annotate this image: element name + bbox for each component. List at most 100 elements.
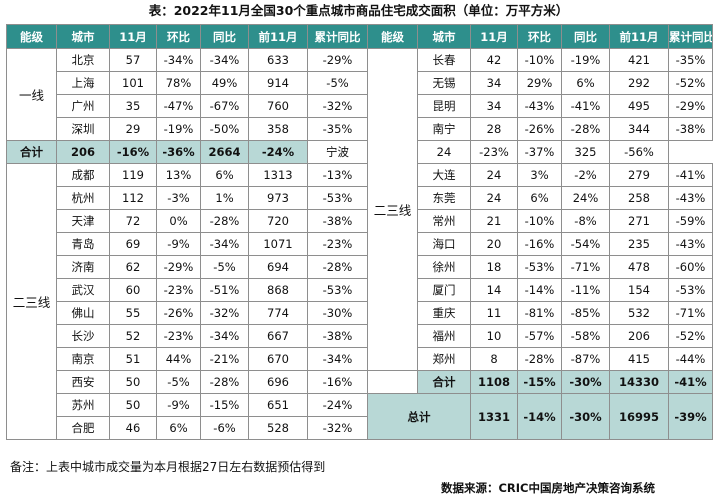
- ytd-volume-cell: 720: [248, 209, 308, 233]
- yoy-cell: -2%: [561, 163, 610, 187]
- city-cell: 南京: [56, 347, 110, 371]
- ytd-yoy-cell: -5%: [307, 71, 368, 95]
- city-cell: 青岛: [56, 232, 110, 256]
- volume-cell: 50: [109, 370, 157, 394]
- volume-cell: 51: [109, 347, 157, 371]
- yoy-cell: -11%: [561, 278, 610, 302]
- ytd-volume-cell: 344: [609, 117, 669, 141]
- ytd-yoy-cell: -38%: [307, 209, 368, 233]
- yoy-cell: -37%: [517, 140, 562, 164]
- yoy-cell: -28%: [561, 117, 610, 141]
- city-cell: 重庆: [417, 301, 471, 325]
- ytd-volume-cell: 696: [248, 370, 308, 394]
- table-row: 长沙 52 -23% -34% 667 -38% 福州 10 -57% -58% 206 -52%: [7, 324, 713, 348]
- volume-cell: 29: [109, 117, 157, 141]
- mom-cell: -9%: [156, 393, 201, 417]
- ytd-volume-cell: 358: [248, 117, 308, 141]
- volume-cell: 21: [470, 209, 518, 233]
- table-row: 青岛 69 -9% -34% 1071 -23% 海口 20 -16% -54% 235 -43%: [7, 232, 713, 256]
- ytd-volume-cell: 292: [609, 71, 669, 95]
- volume-cell: 24: [417, 140, 471, 164]
- mom-cell: -26%: [156, 301, 201, 325]
- ytd-volume-cell: 154: [609, 278, 669, 302]
- mom-cell: -53%: [517, 255, 562, 279]
- volume-cell: 101: [109, 71, 157, 95]
- ytd-yoy-cell: -32%: [307, 416, 368, 440]
- ytd-volume-cell: 16995: [609, 393, 669, 440]
- volume-cell: 112: [109, 186, 157, 210]
- yoy-cell: -5%: [200, 255, 249, 279]
- tier-label-tier23-right: 二三线: [367, 48, 418, 371]
- tier1-total-label: 合计: [6, 140, 57, 164]
- ytd-yoy-cell: -29%: [307, 48, 368, 72]
- volume-cell: 24: [470, 186, 518, 210]
- city-cell: 南宁: [417, 117, 471, 141]
- ytd-volume-cell: 279: [609, 163, 669, 187]
- city-cell: 长春: [417, 48, 471, 72]
- volume-cell: 57: [109, 48, 157, 72]
- yoy-cell: -34%: [200, 232, 249, 256]
- ytd-yoy-cell: -71%: [668, 301, 713, 325]
- ytd-volume-cell: 528: [248, 416, 308, 440]
- volume-cell: 55: [109, 301, 157, 325]
- ytd-volume-cell: 914: [248, 71, 308, 95]
- table-row: 苏州 50 -9% -15% 651 -24% 总计 1331 -14% -30% 16995 -39…: [7, 393, 713, 440]
- tier-label-tier23-left: 二三线: [6, 163, 57, 440]
- yoy-cell: -41%: [561, 94, 610, 118]
- city-cell: 佛山: [56, 301, 110, 325]
- column-header: 累计同比: [668, 24, 713, 49]
- city-cell: 徐州: [417, 255, 471, 279]
- ytd-yoy-cell: -24%: [307, 393, 368, 417]
- table-row: 深圳 29 -19% -50% 358 -35% 南宁 28 -26% -28% 344 -38%: [7, 117, 713, 141]
- ytd-yoy-cell: -41%: [668, 163, 713, 187]
- yoy-cell: -51%: [200, 278, 249, 302]
- mom-cell: -9%: [156, 232, 201, 256]
- yoy-cell: -71%: [561, 255, 610, 279]
- volume-cell: 34: [470, 94, 518, 118]
- table-row: 佛山 55 -26% -32% 774 -30% 重庆 11 -81% -85% 532 -71%: [7, 301, 713, 325]
- table-row: 西安 50 -5% -28% 696 -16% 合计 1108 -15% -30% 14330 -41…: [7, 370, 713, 394]
- tier-label-tier1: 一线: [6, 48, 57, 141]
- column-header: 前11月: [609, 24, 669, 49]
- table-row: 二三线 成都 119 13% 6% 1313 -13% 大连 24 3% -2% 279 -41%: [6, 163, 713, 440]
- ytd-yoy-cell: -43%: [668, 232, 713, 256]
- city-cell: 大连: [417, 163, 471, 187]
- city-cell: 无锡: [417, 71, 471, 95]
- ytd-volume-cell: 258: [609, 186, 669, 210]
- ytd-yoy-cell: -53%: [307, 186, 368, 210]
- mom-cell: 44%: [156, 347, 201, 371]
- ytd-volume-cell: 235: [609, 232, 669, 256]
- ytd-volume-cell: 774: [248, 301, 308, 325]
- city-cell: 武汉: [56, 278, 110, 302]
- grand-total-label: 总计: [367, 393, 471, 440]
- mom-cell: -10%: [517, 209, 562, 233]
- city-cell: 东莞: [417, 186, 471, 210]
- city-cell: 天津: [56, 209, 110, 233]
- mom-cell: -19%: [156, 117, 201, 141]
- yoy-cell: 6%: [561, 71, 610, 95]
- ytd-volume-cell: 206: [609, 324, 669, 348]
- mom-cell: -16%: [109, 140, 157, 164]
- column-header: 能级: [367, 24, 418, 49]
- yoy-cell: -8%: [561, 209, 610, 233]
- yoy-cell: -85%: [561, 301, 610, 325]
- yoy-cell: -50%: [200, 117, 249, 141]
- mom-cell: -5%: [156, 370, 201, 394]
- table-row: 合肥 46 6% -6% 528 -32%: [7, 416, 713, 440]
- city-cell: 福州: [417, 324, 471, 348]
- mom-cell: 0%: [156, 209, 201, 233]
- table-row: 武汉 60 -23% -51% 868 -53% 厦门 14 -14% -11% 154 -53%: [7, 278, 713, 302]
- volume-cell: 50: [109, 393, 157, 417]
- city-cell: 苏州: [56, 393, 110, 417]
- volume-cell: 11: [470, 301, 518, 325]
- ytd-yoy-cell: -13%: [307, 163, 368, 187]
- column-header: 11月: [470, 24, 518, 49]
- ytd-volume-cell: 868: [248, 278, 308, 302]
- table-row: 一线 北京 57 -34% -34% 633 -29% 二三线 长春 42 -10% -19% 421-…: [6, 48, 713, 371]
- ytd-yoy-cell: -59%: [668, 209, 713, 233]
- volume-cell: 119: [109, 163, 157, 187]
- city-cell: 北京: [56, 48, 110, 72]
- data-source: 数据来源：CRIC中国房地产决策咨询系统: [440, 481, 655, 495]
- city-cell: 杭州: [56, 186, 110, 210]
